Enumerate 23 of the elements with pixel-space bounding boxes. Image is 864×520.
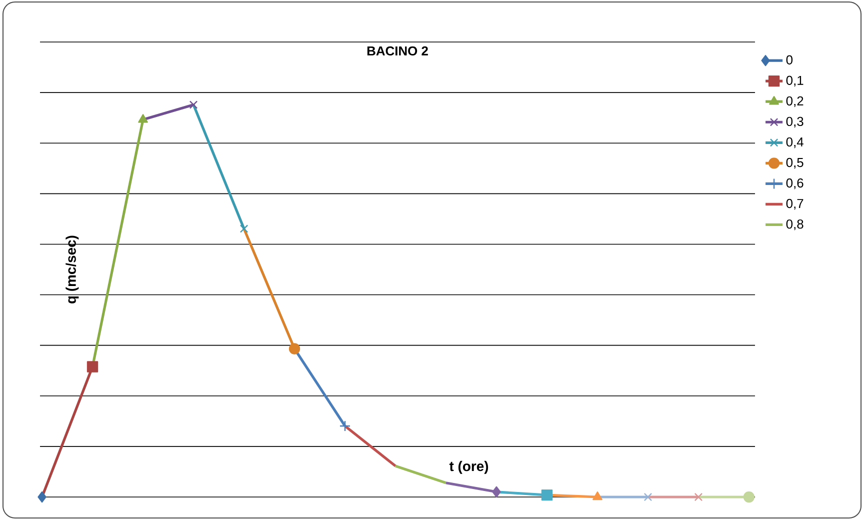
legend-label: 0,2 xyxy=(786,96,804,108)
y-axis-title: q (mc/sec) xyxy=(66,236,79,304)
point xyxy=(694,492,703,502)
point xyxy=(743,491,755,503)
point xyxy=(189,100,198,109)
point xyxy=(86,361,98,372)
point xyxy=(38,491,46,503)
legend-label: 0 xyxy=(786,55,793,64)
legend-label: 0,5 xyxy=(786,158,804,169)
point xyxy=(339,420,351,432)
point xyxy=(288,343,300,354)
legend-label: 0,8 xyxy=(786,219,804,230)
x-axis-title: t (ore) xyxy=(449,460,488,474)
legend-label: 0,3 xyxy=(786,116,804,128)
chart-title: BACINO 2 xyxy=(367,46,428,56)
point xyxy=(644,492,652,502)
point xyxy=(240,224,248,233)
legend-label: 0,4 xyxy=(786,137,804,148)
point xyxy=(492,486,501,498)
legend-label: 0,6 xyxy=(786,178,804,190)
point xyxy=(541,489,553,501)
legend-label: 0,7 xyxy=(786,198,804,210)
legend-label: 0,1 xyxy=(786,76,804,87)
